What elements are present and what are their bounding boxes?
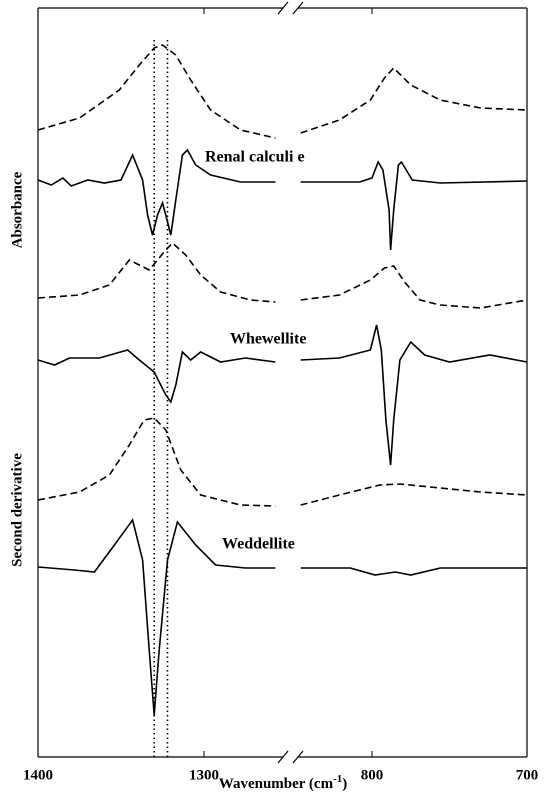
spectrum-line bbox=[300, 66, 528, 134]
spectrum-line bbox=[300, 265, 528, 309]
x-axis-label: Wavenumber (cm-1) bbox=[219, 773, 347, 793]
x-tick-label: 1400 bbox=[23, 767, 53, 783]
spectrum-line bbox=[37, 44, 276, 139]
spectrum-line bbox=[37, 241, 276, 303]
annotation: Renal calculi e bbox=[205, 149, 305, 166]
spectrum-line bbox=[37, 518, 276, 716]
spectrum-line bbox=[37, 417, 276, 507]
x-label-text: Wavenumber (cm bbox=[219, 776, 334, 792]
annotation: Whewellite bbox=[230, 331, 306, 348]
x-tick-label: 1300 bbox=[189, 767, 219, 783]
x-label-end: ) bbox=[342, 776, 347, 792]
spectrum-line bbox=[300, 483, 528, 506]
axis-frame bbox=[37, 1, 528, 764]
x-tick-label: 700 bbox=[516, 767, 539, 783]
spectrum-line bbox=[300, 567, 527, 576]
annotation: Weddellite bbox=[222, 536, 295, 553]
spectrum-line bbox=[300, 324, 528, 466]
spectrum-line bbox=[300, 160, 528, 251]
y-axis-label: Absorbance bbox=[9, 171, 25, 248]
x-label-sup: -1 bbox=[333, 773, 342, 785]
x-tick-label: 800 bbox=[361, 767, 384, 783]
y-axis-label: Second derivative bbox=[9, 453, 25, 567]
spectrum-line bbox=[37, 148, 276, 236]
spectrum-line bbox=[37, 349, 276, 404]
